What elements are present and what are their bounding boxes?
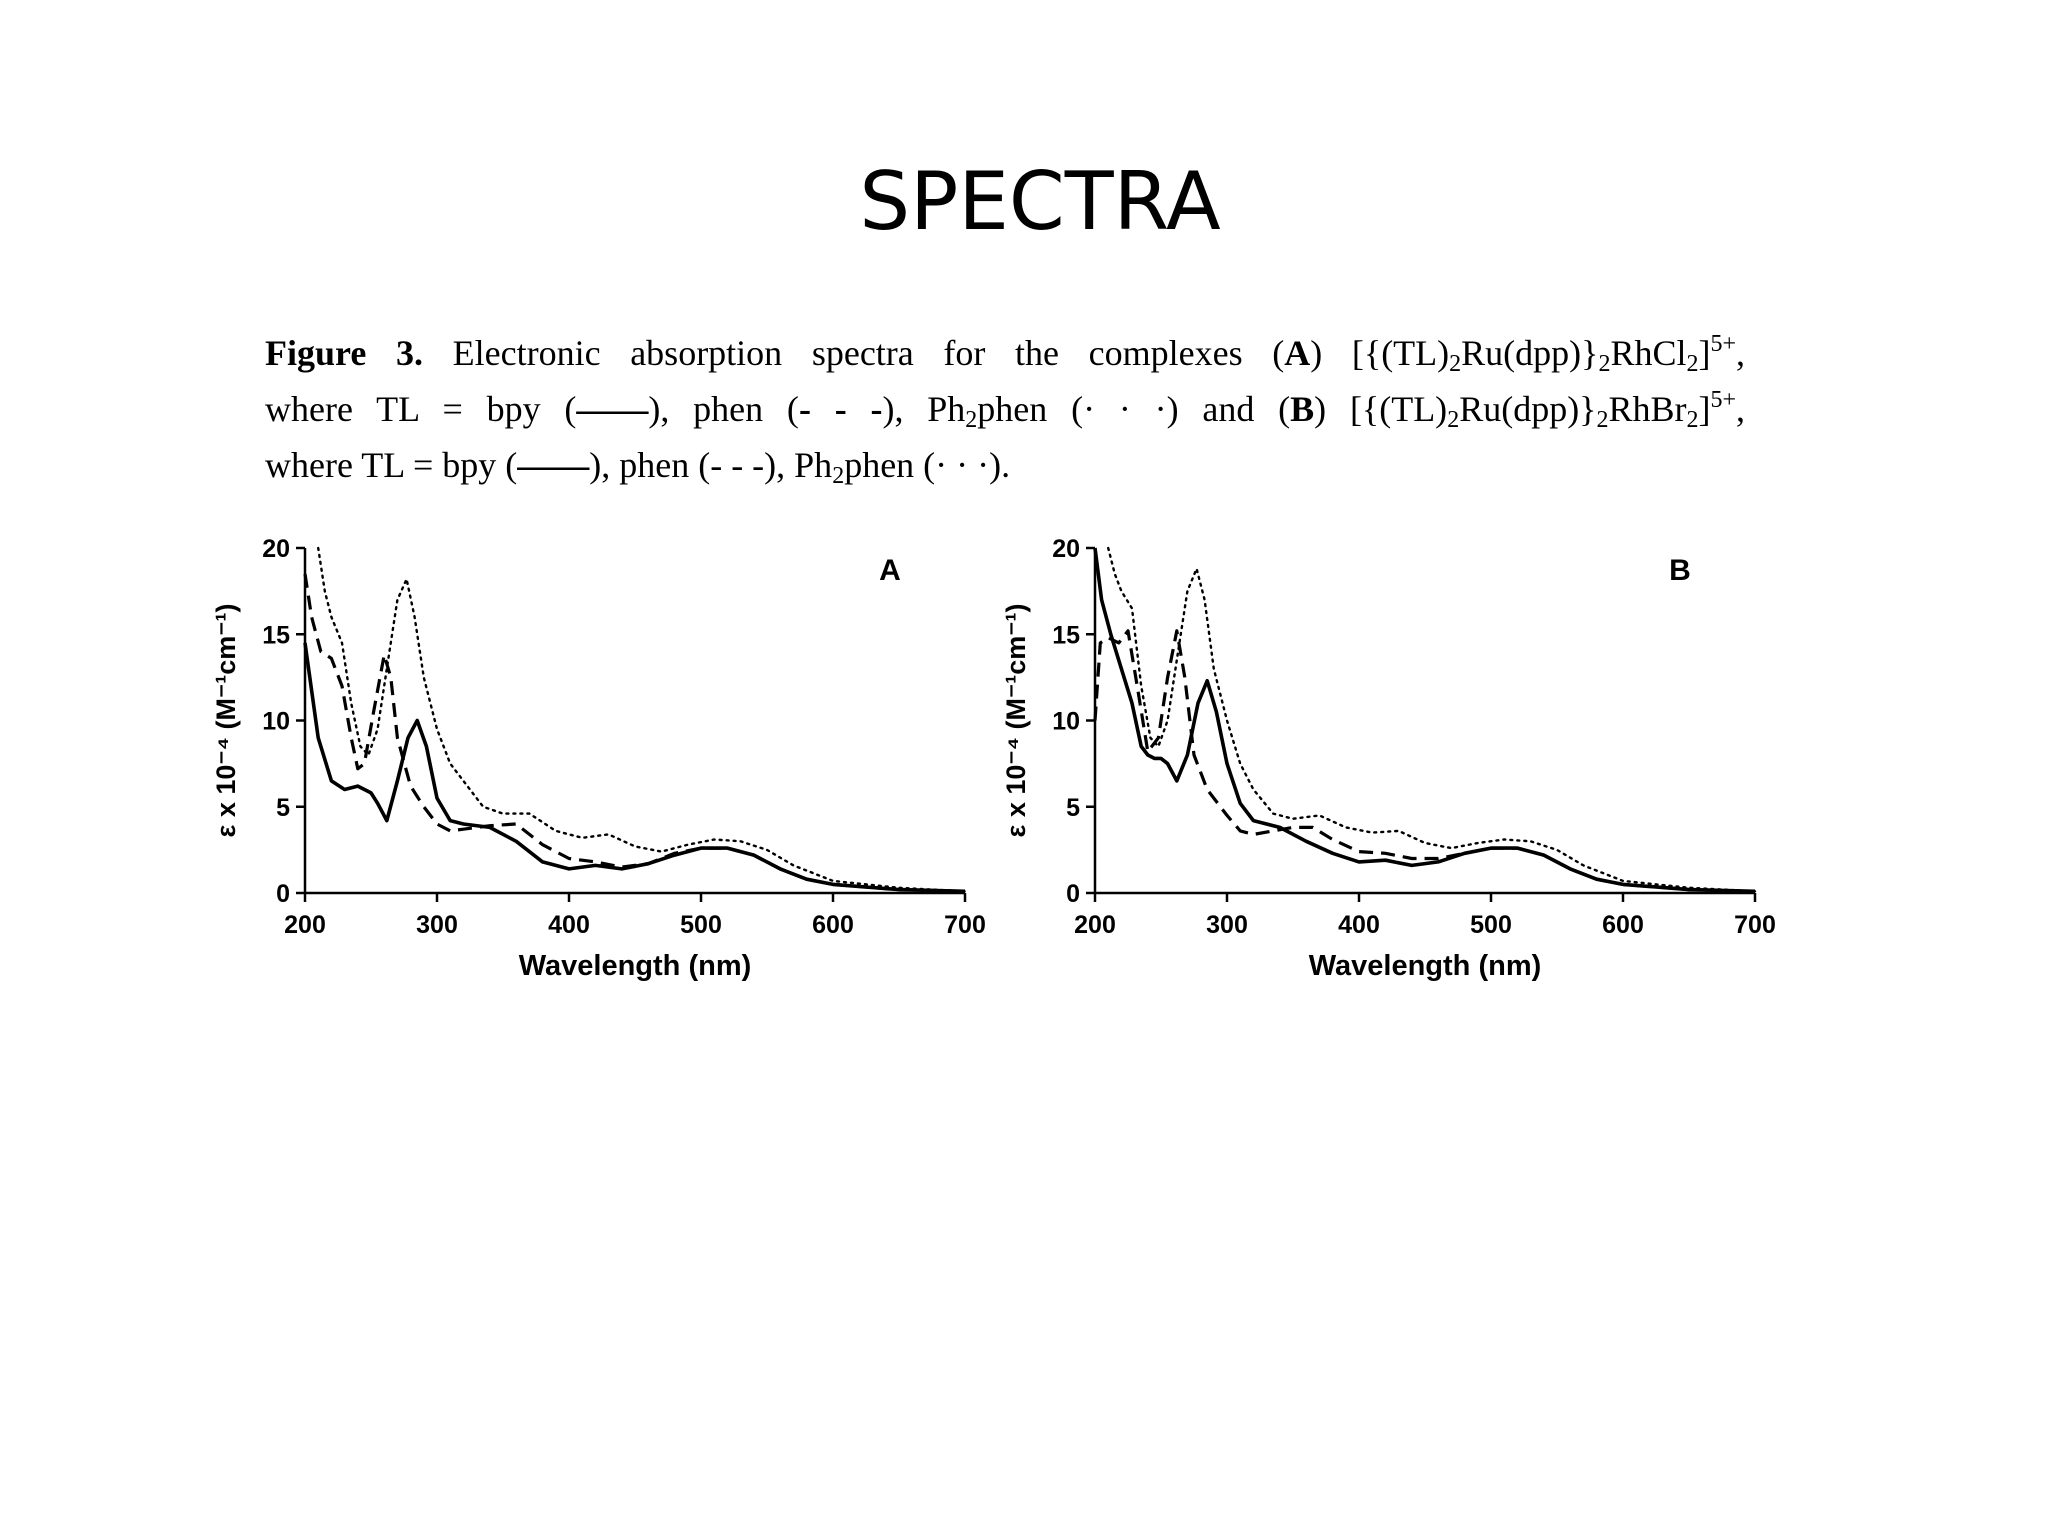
x-tick-label: 500	[680, 911, 722, 939]
y-tick-label: 10	[1052, 708, 1080, 736]
y-tick-label: 0	[276, 880, 290, 908]
y-tick-label: 15	[1052, 621, 1080, 649]
x-tick-label: 300	[1206, 911, 1248, 939]
x-axis-label: Wavelength (nm)	[1309, 950, 1542, 982]
series-line-dashed	[303, 573, 966, 893]
series-line-dotted	[1106, 546, 1757, 893]
y-tick-label: 5	[1066, 794, 1080, 822]
dashed-line-glyph: - - -	[798, 389, 883, 429]
x-tick-label: 700	[944, 911, 986, 939]
spectrum-chart-b: 200 300 400 500 600 700 0 5 10 15 20 Wavelength (nm…	[1001, 535, 1776, 982]
panel-label: A	[879, 554, 901, 587]
y-tick-label: 5	[276, 794, 290, 822]
x-tick-label: 500	[1470, 911, 1512, 939]
caption-line-2: where TL = bpy (——), phen (- - -), Ph2ph…	[265, 387, 1746, 433]
y-tick-label: 15	[262, 621, 290, 649]
solid-line-glyph: ——	[517, 445, 590, 485]
x-tick-label: 300	[416, 911, 458, 939]
caption-line-3: where TL = bpy (——), phen (- - -), Ph2ph…	[265, 445, 1011, 489]
slide-title: SPECTRA	[859, 155, 1221, 248]
panel-label: B	[1669, 554, 1691, 587]
x-axis-label: Wavelength (nm)	[519, 950, 752, 982]
caption-line-1: Figure 3. Electronic absorption spectra …	[265, 331, 1746, 377]
dotted-line-glyph: · · ·	[935, 445, 990, 485]
x-tick-label: 700	[1734, 911, 1776, 939]
x-tick-label: 200	[1074, 911, 1116, 939]
dotted-line-glyph: · · ·	[1083, 389, 1167, 429]
y-tick-label: 10	[262, 708, 290, 736]
y-tick-label: 20	[1052, 535, 1080, 563]
x-tick-label: 600	[1602, 911, 1644, 939]
y-tick-label: 0	[1066, 880, 1080, 908]
dashed-line-glyph: - - -	[710, 445, 765, 485]
x-tick-label: 400	[1338, 911, 1380, 939]
series-line-solid	[1093, 547, 1756, 894]
x-tick-label: 200	[284, 911, 326, 939]
x-tick-label: 600	[812, 911, 854, 939]
spectrum-chart-a: 200 300 400 500 600 700 0 5 10 15 20 Wavelength (nm…	[211, 535, 986, 982]
y-axis-label: ε x 10⁻⁴ (M⁻¹cm⁻¹)	[1001, 604, 1031, 838]
solid-line-glyph: ——	[576, 389, 649, 429]
y-axis-label: ε x 10⁻⁴ (M⁻¹cm⁻¹)	[211, 604, 241, 838]
series-line-dotted	[316, 546, 967, 893]
series-line-dashed	[1093, 629, 1756, 893]
series-line-solid	[303, 642, 966, 894]
x-tick-label: 400	[548, 911, 590, 939]
figure-caption: Figure 3. Electronic absorption spectra …	[265, 325, 1745, 493]
y-tick-label: 20	[262, 535, 290, 563]
figure-label: Figure 3.	[265, 333, 423, 373]
